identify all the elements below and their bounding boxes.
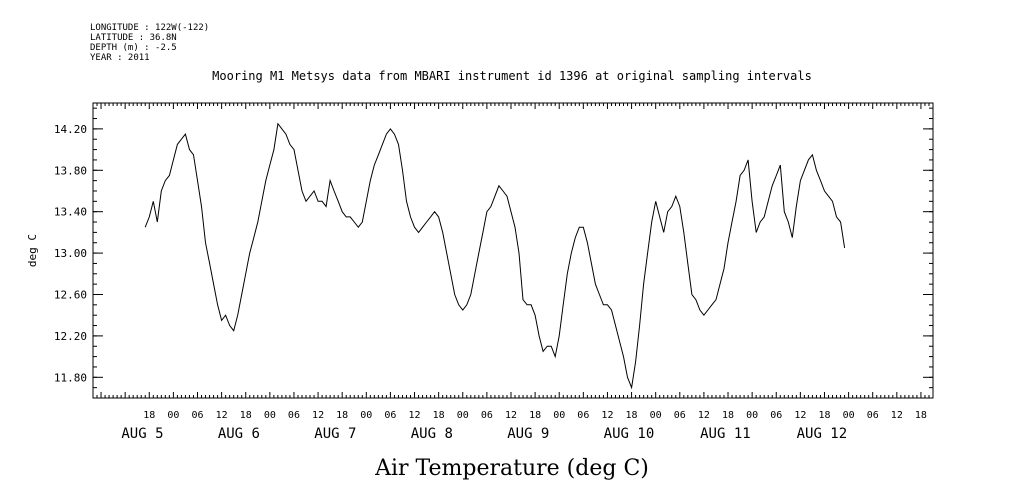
x-hour-label: 00 xyxy=(457,410,469,421)
y-tick-label: 12.60 xyxy=(54,288,87,301)
meta-depth: DEPTH (m) : -2.5 xyxy=(90,43,177,53)
x-day-label: AUG 8 xyxy=(411,426,453,442)
x-day-label: AUG 7 xyxy=(314,426,356,442)
x-hour-label: 18 xyxy=(529,410,541,421)
x-hour-label: 06 xyxy=(384,410,396,421)
x-day-label: AUG 12 xyxy=(797,426,848,442)
x-hour-label: 00 xyxy=(264,410,276,421)
x-hour-label: 06 xyxy=(191,410,203,421)
x-day-label: AUG 11 xyxy=(700,426,751,442)
y-tick-label: 12.20 xyxy=(54,330,87,343)
meta-latitude: LATITUDE : 36.8N xyxy=(90,33,177,43)
x-hour-label: 12 xyxy=(409,410,421,421)
x-day-label: AUG 5 xyxy=(121,426,163,442)
x-hour-label: 18 xyxy=(626,410,638,421)
x-hour-label: 00 xyxy=(843,410,855,421)
x-hour-label: 12 xyxy=(891,410,903,421)
x-hour-label: 12 xyxy=(698,410,710,421)
x-hour-label: 06 xyxy=(770,410,782,421)
y-tick-label: 14.20 xyxy=(54,123,87,136)
x-hour-label: 06 xyxy=(577,410,589,421)
y-tick-label: 13.80 xyxy=(54,164,87,177)
x-hour-label: 00 xyxy=(746,410,758,421)
x-hour-label: 00 xyxy=(360,410,372,421)
y-axis: 11.80 12.20 12.60 13.00 13.40 13.80 14.20 xyxy=(54,107,933,389)
meta-longitude: LONGITUDE : 122W(-122) xyxy=(90,23,209,33)
y-axis-label: deg C xyxy=(26,234,39,267)
x-hour-label: 06 xyxy=(481,410,493,421)
plot-frame xyxy=(92,102,934,399)
series-line xyxy=(144,122,846,390)
x-hour-label: 18 xyxy=(818,410,830,421)
x-hour-label: 06 xyxy=(288,410,300,421)
x-axis: 18 00 06 12 18 00 06 12 18 00 06 12 18 00 06 12 18 00 06 12… xyxy=(92,103,934,442)
x-hour-label: 12 xyxy=(312,410,324,421)
x-hour-label: 12 xyxy=(216,410,228,421)
y-tick-label: 13.40 xyxy=(54,206,87,219)
x-hour-label: 06 xyxy=(867,410,879,421)
x-day-label: AUG 10 xyxy=(604,426,655,442)
x-axis-label: Air Temperature (deg C) xyxy=(374,456,649,481)
x-hour-label: 12 xyxy=(794,410,806,421)
x-hour-label: 18 xyxy=(433,410,445,421)
meta-year: YEAR : 2011 xyxy=(90,53,150,63)
x-hour-label: 18 xyxy=(336,410,348,421)
x-hour-label: 18 xyxy=(143,410,155,421)
x-hour-label: 00 xyxy=(553,410,565,421)
chart-title: Mooring M1 Metsys data from MBARI instru… xyxy=(212,69,812,83)
metadata-block: LONGITUDE : 122W(-122) LATITUDE : 36.8N … xyxy=(90,23,209,63)
x-hour-label: 00 xyxy=(167,410,179,421)
x-hour-label: 12 xyxy=(601,410,613,421)
x-hour-label: 12 xyxy=(505,410,517,421)
y-tick-label: 11.80 xyxy=(54,371,87,384)
y-tick-label: 13.00 xyxy=(54,247,87,260)
x-hour-label: 00 xyxy=(650,410,662,421)
x-day-label: AUG 9 xyxy=(507,426,549,442)
x-hour-label: 18 xyxy=(915,410,927,421)
x-hour-label: 06 xyxy=(674,410,686,421)
x-day-label: AUG 6 xyxy=(218,426,260,442)
x-hour-label: 18 xyxy=(240,410,252,421)
series-group xyxy=(144,122,846,390)
x-hour-label: 18 xyxy=(722,410,734,421)
